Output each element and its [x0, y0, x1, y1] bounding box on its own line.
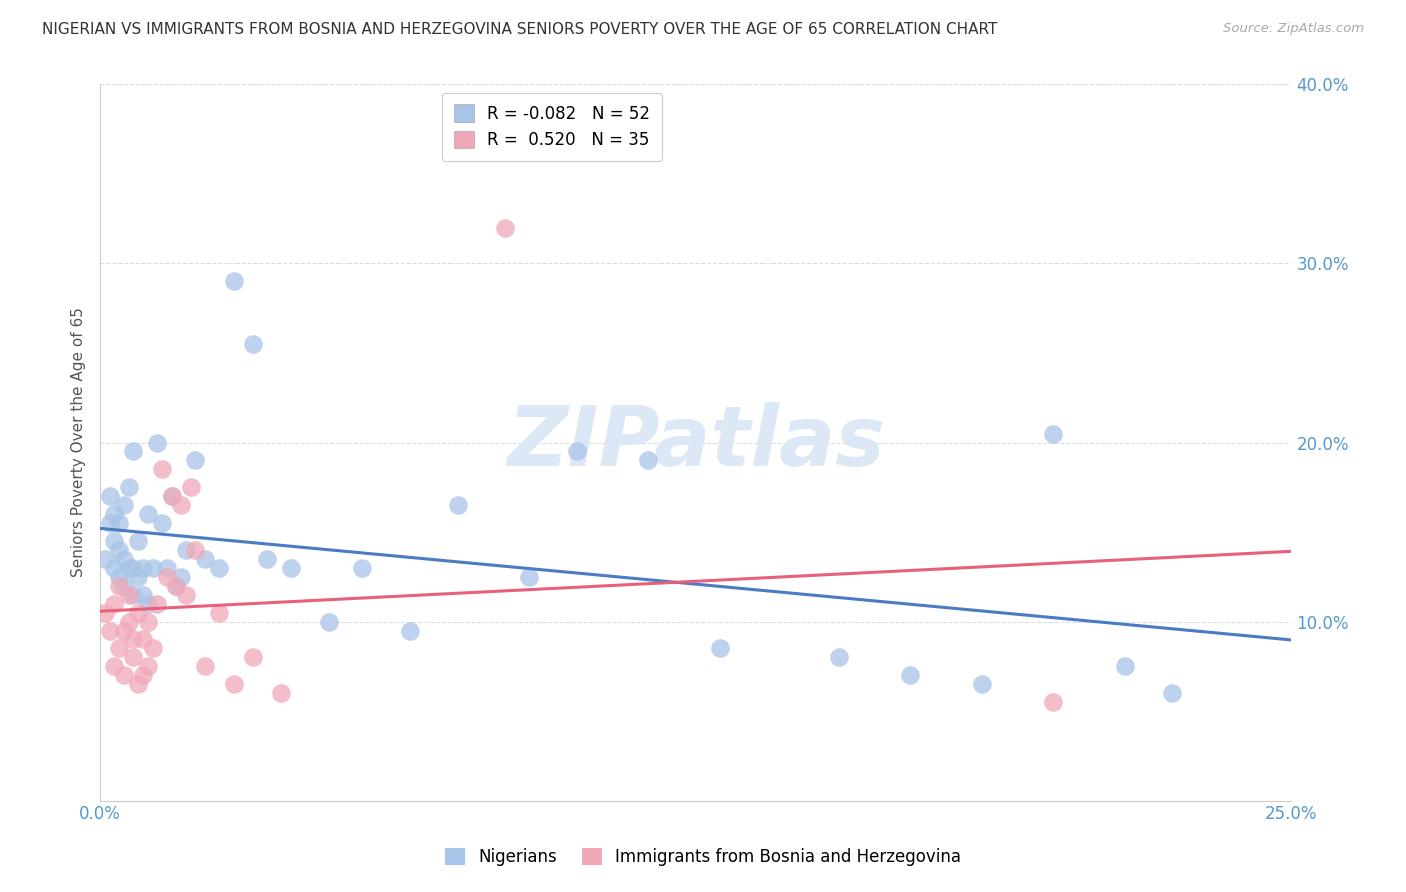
Point: [146, 597, 169, 611]
Point: [242, 650, 264, 665]
Point: [98, 624, 121, 638]
Point: [280, 561, 302, 575]
Point: [94, 606, 117, 620]
Point: [112, 498, 135, 512]
Point: [127, 570, 149, 584]
Point: [108, 579, 131, 593]
Point: [828, 650, 851, 665]
Point: [136, 597, 159, 611]
Point: [118, 561, 141, 575]
Point: [194, 552, 217, 566]
Point: [180, 480, 202, 494]
Point: [141, 641, 163, 656]
Point: [399, 624, 422, 638]
Point: [165, 579, 187, 593]
Point: [156, 561, 179, 575]
Point: [122, 632, 145, 647]
Point: [136, 615, 159, 629]
Point: [112, 579, 135, 593]
Point: [98, 516, 121, 530]
Point: [637, 453, 659, 467]
Point: [146, 435, 169, 450]
Point: [132, 632, 155, 647]
Point: [446, 498, 468, 512]
Point: [184, 543, 207, 558]
Point: [122, 444, 145, 458]
Point: [127, 534, 149, 549]
Point: [898, 668, 921, 682]
Point: [160, 489, 183, 503]
Point: [194, 659, 217, 673]
Point: [108, 516, 131, 530]
Text: NIGERIAN VS IMMIGRANTS FROM BOSNIA AND HERZEGOVINA SENIORS POVERTY OVER THE AGE : NIGERIAN VS IMMIGRANTS FROM BOSNIA AND H…: [42, 22, 997, 37]
Point: [270, 686, 292, 700]
Point: [222, 677, 245, 691]
Point: [170, 498, 193, 512]
Point: [256, 552, 278, 566]
Point: [132, 588, 155, 602]
Point: [1042, 426, 1064, 441]
Point: [136, 659, 159, 673]
Point: [1161, 686, 1184, 700]
Point: [108, 570, 131, 584]
Point: [222, 274, 245, 288]
Point: [150, 516, 173, 530]
Point: [494, 220, 516, 235]
Point: [103, 597, 125, 611]
Point: [132, 668, 155, 682]
Point: [103, 659, 125, 673]
Point: [136, 507, 159, 521]
Point: [112, 624, 135, 638]
Point: [318, 615, 340, 629]
Point: [98, 489, 121, 503]
Point: [160, 489, 183, 503]
Point: [108, 641, 131, 656]
Point: [112, 552, 135, 566]
Legend: R = -0.082   N = 52, R =  0.520   N = 35: R = -0.082 N = 52, R = 0.520 N = 35: [441, 93, 662, 161]
Point: [208, 561, 231, 575]
Point: [122, 588, 145, 602]
Point: [94, 552, 117, 566]
Point: [170, 570, 193, 584]
Point: [1114, 659, 1136, 673]
Legend: Nigerians, Immigrants from Bosnia and Herzegovina: Nigerians, Immigrants from Bosnia and He…: [436, 840, 970, 875]
Point: [174, 588, 197, 602]
Point: [103, 534, 125, 549]
Point: [242, 337, 264, 351]
Point: [184, 453, 207, 467]
Point: [141, 561, 163, 575]
Point: [127, 677, 149, 691]
Y-axis label: Seniors Poverty Over the Age of 65: Seniors Poverty Over the Age of 65: [72, 308, 86, 577]
Point: [970, 677, 993, 691]
Text: Source: ZipAtlas.com: Source: ZipAtlas.com: [1223, 22, 1364, 36]
Point: [122, 650, 145, 665]
Point: [118, 480, 141, 494]
Point: [122, 561, 145, 575]
Point: [165, 579, 187, 593]
Point: [150, 462, 173, 476]
Point: [352, 561, 374, 575]
Point: [208, 606, 231, 620]
Point: [517, 570, 540, 584]
Point: [103, 507, 125, 521]
Point: [156, 570, 179, 584]
Point: [127, 606, 149, 620]
Point: [565, 444, 588, 458]
Text: ZIPatlas: ZIPatlas: [506, 402, 884, 483]
Point: [132, 561, 155, 575]
Point: [118, 588, 141, 602]
Point: [174, 543, 197, 558]
Point: [1042, 695, 1064, 709]
Point: [112, 668, 135, 682]
Point: [118, 615, 141, 629]
Point: [709, 641, 731, 656]
Point: [108, 543, 131, 558]
Point: [103, 561, 125, 575]
